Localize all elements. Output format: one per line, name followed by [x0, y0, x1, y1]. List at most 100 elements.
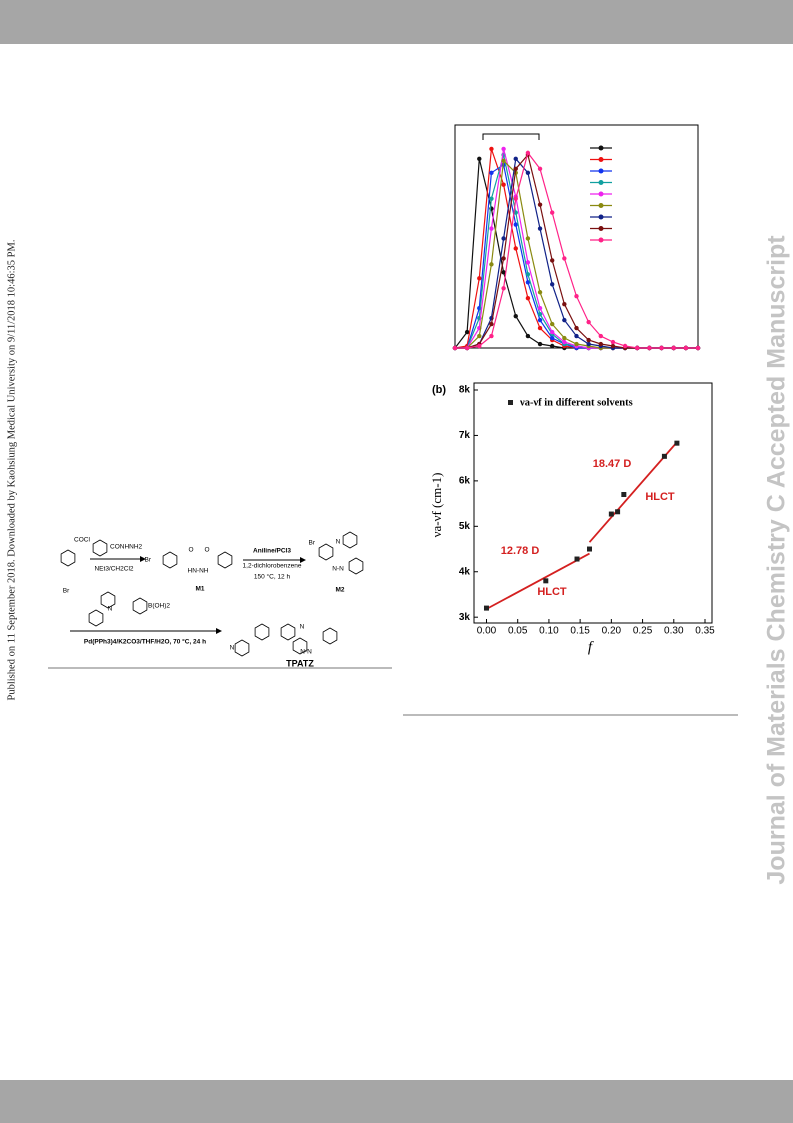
spectrum-point: [635, 345, 640, 351]
spectrum-point: [683, 345, 689, 351]
spectrum-point: [647, 345, 652, 351]
ring: [234, 639, 250, 657]
footer-bar: [0, 1080, 793, 1123]
spectrum-point: [525, 150, 531, 156]
spectrum-point: [489, 262, 494, 267]
bracket: [482, 133, 540, 140]
spectrum-point: [562, 301, 567, 307]
data-point: [574, 556, 580, 562]
fit-line: [486, 552, 590, 610]
scheme-label: 1,2-dichlorobenzene: [243, 563, 302, 570]
spectrum-point: [489, 321, 494, 327]
legend-text: νa-νf in different solvents: [519, 397, 633, 408]
legend-marker: [598, 214, 604, 220]
spectrum-point: [489, 333, 494, 339]
spectrum-point: [501, 158, 506, 164]
ring: [162, 551, 178, 569]
x-tick-label: 0.05: [508, 626, 528, 637]
spectrum-point: [513, 246, 518, 251]
spectrum-point: [525, 236, 531, 241]
spectrum-point: [477, 333, 482, 339]
spectrum-point: [537, 341, 543, 347]
ring: [292, 637, 308, 655]
scheme-label: O: [188, 547, 193, 554]
spectrum-point: [489, 226, 494, 231]
scheme-label: HN-NH: [188, 568, 209, 575]
ring: [348, 557, 364, 575]
spectrum-point: [501, 236, 506, 241]
x-tick-label: 0.35: [695, 626, 715, 637]
panel-label: (b): [432, 384, 446, 396]
spectrum-point: [562, 256, 567, 261]
spectrum-point: [513, 222, 518, 227]
spectrum-point: [537, 311, 543, 317]
spectrum-point: [574, 325, 579, 331]
x-tick-label: 0.15: [570, 626, 590, 637]
watermark: Journal of Materials Chemistry C Accepte…: [763, 235, 791, 885]
scheme-label: TPATZ: [286, 658, 314, 668]
spectrum-point: [513, 166, 518, 172]
data-point: [483, 605, 489, 611]
scheme-label: Aniline/PCl3: [253, 548, 291, 555]
ring: [318, 543, 334, 561]
spectrum-point: [695, 345, 701, 351]
ring: [217, 551, 233, 569]
ring: [280, 623, 296, 641]
legend-marker: [598, 168, 604, 174]
spectrum-point: [610, 343, 616, 349]
ring: [60, 549, 76, 567]
ring: [100, 591, 116, 609]
spectrum-point: [501, 270, 506, 275]
arrowhead: [300, 557, 306, 563]
plot-frame: [473, 382, 713, 624]
spectrum-point: [464, 345, 470, 351]
x-tick-label: 0.20: [602, 626, 622, 637]
spectrum-point: [550, 321, 555, 327]
x-tick-label: 0.10: [539, 626, 559, 637]
legend-marker: [598, 145, 604, 151]
spectrum-point: [452, 345, 458, 351]
spectrum-point: [477, 156, 482, 162]
legend-marker: [508, 400, 513, 405]
spectrum-point: [598, 333, 603, 339]
spectrum-point: [513, 156, 518, 162]
scheme-label: Br: [63, 588, 70, 595]
spectrum-point: [574, 341, 579, 347]
spectrum-point: [525, 170, 531, 175]
arrowhead: [140, 556, 146, 562]
spectrum-point: [550, 335, 555, 341]
fit-line: [588, 441, 678, 543]
spectrum-point: [489, 170, 494, 175]
data-point: [674, 440, 680, 446]
scheme-label: COCl: [74, 537, 90, 544]
legend-marker: [598, 157, 604, 162]
scheme-label: NEt3/CH2Cl2: [94, 566, 133, 573]
spectrum-point: [525, 280, 531, 285]
x-tick-label: 0.00: [477, 626, 497, 637]
y-tick-label: 7k: [459, 430, 471, 441]
download-note: Published on 11 September 2018. Download…: [6, 240, 17, 701]
scheme-label: M2: [335, 587, 344, 594]
scheme-label: M1: [195, 586, 204, 593]
spectrum-point: [586, 319, 591, 325]
x-tick-label: 0.30: [664, 626, 684, 637]
scheme-label: N-N: [300, 649, 312, 656]
y-tick-label: 6k: [459, 476, 471, 487]
y-axis-label: νa-νf (cm-1): [429, 473, 444, 538]
spectrum-point: [550, 343, 555, 349]
ring: [92, 539, 108, 557]
legend-marker: [598, 191, 604, 197]
spectrum-point: [525, 296, 531, 301]
data-point: [543, 578, 549, 584]
spectrum-point: [501, 146, 506, 152]
data-point: [608, 511, 614, 517]
annotation: 12.78 D: [501, 545, 540, 557]
spectrum-point: [562, 335, 567, 341]
spectrum-point: [464, 329, 470, 335]
legend-marker: [598, 237, 604, 243]
x-tick-label: 0.25: [633, 626, 653, 637]
spectrum-point: [537, 226, 543, 231]
spectrum-point: [622, 343, 628, 349]
scheme-label: N: [108, 606, 113, 613]
